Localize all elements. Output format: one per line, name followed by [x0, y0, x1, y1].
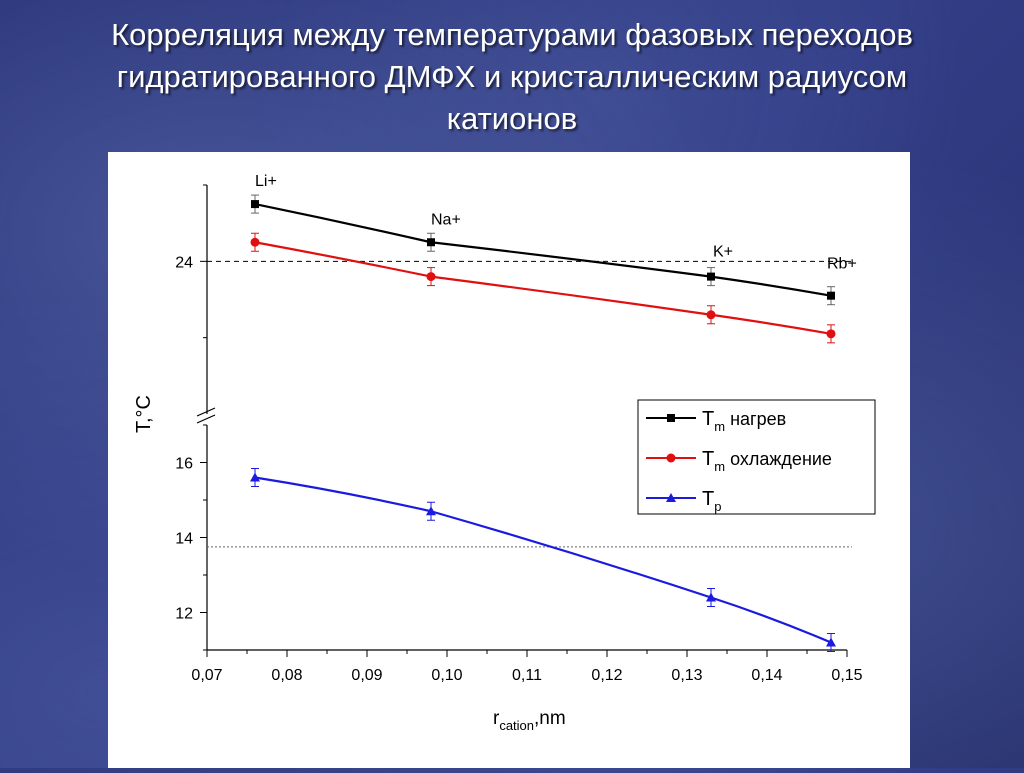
legend-label-main: T: [702, 488, 714, 510]
point-label: K+: [713, 244, 733, 261]
data-point-cooling: [250, 237, 260, 247]
x-label-main: r: [493, 708, 500, 729]
data-point-heating: [251, 200, 259, 209]
chart-panel: 0,07 0,08 0,09 0,10 0,11 0,12 0,13 0,14 0,15 12 14…: [108, 152, 910, 768]
x-tick-label: 0,14: [751, 667, 782, 684]
data-point-tp: [426, 506, 436, 516]
data-point-cooling: [426, 272, 436, 282]
legend-label-sub: m: [714, 419, 725, 434]
title-line-2: гидратированного ДМФХ и кристаллическим …: [116, 59, 908, 94]
data-point-cooling: [826, 329, 836, 339]
legend-label-sub: m: [714, 459, 725, 474]
series-line-heating: [254, 203, 832, 297]
x-label-sub: cation: [499, 718, 534, 733]
point-label: Rb+: [827, 255, 857, 272]
y-tick-label: 14: [175, 531, 193, 548]
y-tick-label: 12: [175, 606, 193, 623]
data-point-tp: [826, 637, 836, 647]
series-lines: [250, 194, 836, 652]
x-tick-label: 0,11: [512, 667, 542, 684]
point-label: Li+: [255, 173, 277, 190]
legend-label-tail: нагрев: [725, 409, 786, 429]
data-point-heating: [427, 238, 435, 247]
legend-label: Tm охлаждение: [702, 448, 832, 474]
y-tick-label: 16: [175, 456, 193, 473]
data-point-heating: [707, 272, 715, 281]
slide-title: Корреляция между температурами фазовых п…: [40, 14, 984, 140]
data-point-cooling: [706, 310, 716, 320]
axes-group: 0,07 0,08 0,09 0,10 0,11 0,12 0,13 0,14 0,15 12 14…: [175, 184, 863, 684]
legend-marker: [666, 453, 676, 463]
legend-label-main: T: [702, 408, 714, 430]
x-label-tail: ,nm: [534, 708, 566, 729]
legend-label: Tm нагрев: [702, 408, 786, 434]
x-tick-label: 0,12: [591, 667, 622, 684]
legend-label-main: T: [702, 448, 714, 470]
y-tick-label: 24: [175, 254, 193, 271]
legend-label-tail: охлаждение: [725, 449, 832, 469]
x-tick-label: 0,07: [191, 667, 222, 684]
title-line-1: Корреляция между температурами фазовых п…: [111, 17, 913, 52]
x-tick-label: 0,13: [671, 667, 702, 684]
data-point-heating: [827, 291, 835, 300]
x-tick-label: 0,08: [271, 667, 302, 684]
axis-break-mark: [196, 407, 216, 417]
chart-svg: 0,07 0,08 0,09 0,10 0,11 0,12 0,13 0,14 0,15 12 14…: [133, 173, 876, 733]
title-line-3: катионов: [446, 101, 578, 136]
series-line-cooling: [254, 241, 832, 335]
data-point-tp: [706, 592, 716, 602]
data-point-tp: [250, 472, 260, 482]
x-axis-label: rcation,nm: [493, 708, 566, 733]
x-tick-label: 0,15: [831, 667, 862, 684]
x-tick-label: 0,09: [351, 667, 382, 684]
legend-label: Tp: [702, 488, 721, 514]
reference-lines: [207, 260, 852, 548]
legend-marker: [666, 493, 676, 502]
series-line-tp: [254, 476, 832, 644]
axis-break-mark: [196, 414, 216, 424]
y-axis-label: T,°C: [133, 395, 155, 433]
legend-marker: [667, 414, 675, 422]
x-tick-label: 0,10: [431, 667, 462, 684]
point-label: Na+: [431, 211, 461, 228]
point-labels: Li+ Na+ K+ Rb+: [255, 173, 857, 272]
legend-label-sub: p: [714, 499, 721, 514]
